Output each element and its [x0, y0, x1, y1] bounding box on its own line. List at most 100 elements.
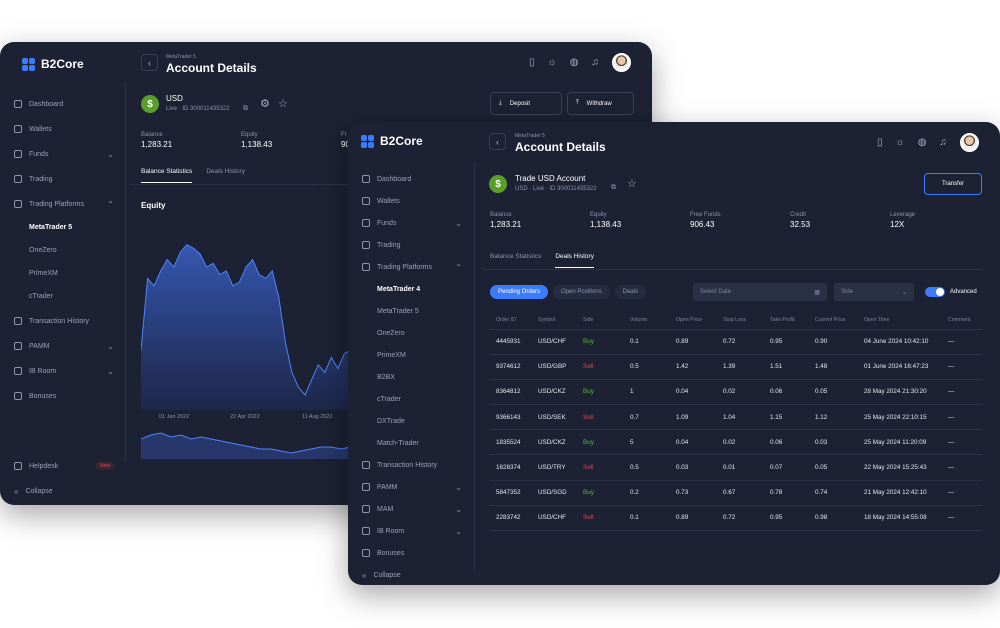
copy-icon[interactable]: ⧉ — [611, 184, 616, 191]
table-cell: 8364812 — [490, 379, 532, 406]
table-row[interactable]: 2283742 USD/CHF Sell 0.1 0.89 0.72 0.95 0.98 18 … — [490, 505, 982, 532]
brand-logo[interactable]: B2Core — [361, 134, 423, 148]
side-select[interactable]: Side ⌄ — [834, 283, 914, 301]
sun-icon[interactable]: ☼ — [895, 137, 905, 148]
column-header[interactable]: Open Time — [858, 312, 942, 330]
sidebar-item-metatrader-5[interactable]: MetaTrader 5 — [14, 216, 114, 238]
deposit-button[interactable]: ⤓ Deposit — [490, 92, 562, 115]
table-row[interactable]: 8364812 USD/CKZ Buy 1 0.04 0.02 0.06 0.05 28 May… — [490, 379, 982, 406]
table-cell: 04 June 2024 10:42:10 — [858, 329, 942, 355]
sidebar-item-bonuses[interactable]: Bonuses — [362, 542, 462, 564]
sidebar-item-ib-room[interactable]: IB Room ⌄ — [14, 360, 114, 382]
gear-icon[interactable]: ⚙ — [260, 98, 270, 110]
column-header[interactable]: Symbol — [532, 312, 577, 330]
sidebar-item-onezero[interactable]: OneZero — [362, 322, 462, 344]
sidebar-item-pamm[interactable]: PAMM ⌄ — [362, 476, 462, 498]
sidebar-item-pamm[interactable]: PAMM ⌄ — [14, 335, 114, 357]
sidebar-item-onezero[interactable]: OneZero — [14, 239, 114, 261]
brand-logo[interactable]: B2Core — [22, 57, 84, 71]
star-outline-icon[interactable]: ☆ — [278, 98, 288, 110]
sidebar-item-transaction-history[interactable]: Transaction History — [362, 454, 462, 476]
sidebar-item-bonuses[interactable]: Bonuses — [14, 385, 114, 407]
bell-icon[interactable]: ♫ — [591, 57, 599, 68]
sidebar-item-funds[interactable]: Funds ⌄ — [362, 212, 462, 234]
sidebar-item-trading-platforms[interactable]: Trading Platforms ⌃ — [362, 256, 462, 278]
stat-label: Credit — [790, 212, 807, 218]
withdraw-button[interactable]: ⤒ Withdraw — [567, 92, 634, 115]
star-outline-icon[interactable]: ☆ — [627, 178, 637, 190]
sidebar-item-label: MetaTrader 5 — [29, 223, 73, 231]
column-header[interactable]: Take Profit — [764, 312, 809, 330]
column-header[interactable]: Stop Loss — [717, 312, 764, 330]
sidebar-item-trading[interactable]: Trading — [362, 234, 462, 256]
table-cell: 0.04 — [670, 429, 717, 456]
sidebar-item-collapse[interactable]: « Collapse — [14, 480, 114, 502]
table-row[interactable]: 1835524 USD/CKZ Buy 5 0.04 0.02 0.06 0.03 25 May… — [490, 429, 982, 456]
table-row[interactable]: 9374612 USD/GBP Sell 0.5 1.42 1.39 1.51 1.48 01 … — [490, 354, 982, 380]
document-icon[interactable]: ▯ — [877, 137, 883, 148]
sidebar-item-ctrader[interactable]: cTrader — [362, 388, 462, 410]
sidebar-item-primexm[interactable]: PrimeXM — [362, 344, 462, 366]
table-cell: 1.51 — [764, 354, 809, 380]
bell-icon[interactable]: ♫ — [939, 137, 947, 148]
tab-deals-history[interactable]: Deals History — [555, 253, 594, 268]
column-header[interactable]: Order ID — [490, 312, 532, 330]
sidebar-item-dxtrade[interactable]: DXTrade — [362, 410, 462, 432]
sidebar-item-dashboard[interactable]: Dashboard — [14, 93, 114, 115]
sidebar-item-mam[interactable]: MAM ⌄ — [362, 498, 462, 520]
copy-icon[interactable]: ⧉ — [243, 105, 248, 112]
sidebar-item-wallets[interactable]: Wallets — [362, 190, 462, 212]
back-button[interactable]: ‹ — [489, 133, 506, 150]
table-cell: — — [942, 379, 982, 406]
globe-icon[interactable]: ◍ — [569, 57, 579, 68]
table-cell: 0.95 — [764, 329, 809, 355]
sidebar-item-transaction-history[interactable]: Transaction History — [14, 310, 114, 332]
sidebar-item-metatrader-5[interactable]: MetaTrader 5 — [362, 300, 462, 322]
sidebar: Dashboard Wallets Funds ⌄ Trading Trading… — [14, 93, 114, 407]
filter-open-positions[interactable]: Open Positions — [553, 285, 610, 299]
sidebar-item-helpdesk[interactable]: Helpdesk New — [14, 455, 114, 477]
sidebar-item-match-trader[interactable]: Match-Trader — [362, 432, 462, 454]
sidebar-item-dashboard[interactable]: Dashboard — [362, 168, 462, 190]
back-button[interactable]: ‹ — [141, 54, 158, 71]
sidebar-item-ib-room[interactable]: IB Room ⌄ — [362, 520, 462, 542]
sidebar-item-trading-platforms[interactable]: Trading Platforms ⌃ — [14, 193, 114, 215]
sidebar-item-primexm[interactable]: PrimeXM — [14, 262, 114, 284]
sidebar-item-collapse[interactable]: « Collapse — [362, 564, 462, 585]
table-row[interactable]: 9366143 USD/SEK Sell 0.7 1.09 1.04 1.15 1.12 25 … — [490, 404, 982, 431]
tab-balance-statistics[interactable]: Balance Statistics — [141, 168, 193, 183]
table-row[interactable]: 5847352 USD/SGD Buy 0.2 0.73 0.67 0.78 0.74 21 M… — [490, 480, 982, 506]
date-picker[interactable]: Select Date ▦ — [693, 283, 827, 301]
sidebar-item-trading[interactable]: Trading — [14, 168, 114, 190]
sidebar-item-b2bx[interactable]: B2BX — [362, 366, 462, 388]
table-row[interactable]: 1628374 USD/TRY Sell 0.5 0.03 0.01 0.07 0.05 22 … — [490, 454, 982, 481]
filter-pending-orders[interactable]: Pending Orders — [490, 285, 549, 299]
sidebar-item-funds[interactable]: Funds ⌄ — [14, 143, 114, 165]
column-header[interactable]: Comment — [942, 312, 982, 330]
stat-value: 1,283.21 — [141, 140, 173, 149]
account-info: USD Live · ID 300011435322 — [166, 94, 230, 112]
sidebar-item-ctrader[interactable]: cTrader — [14, 285, 114, 307]
column-header[interactable]: Volume — [624, 312, 670, 330]
avatar[interactable] — [611, 53, 631, 72]
transfer-button[interactable]: Transfer — [924, 173, 982, 195]
globe-icon[interactable]: ◍ — [917, 137, 927, 148]
table-row[interactable]: 4445931 USD/CHF Buy 0.1 0.89 0.72 0.95 0.90 04 J… — [490, 329, 982, 355]
stat-value: 1,283.21 — [490, 220, 522, 229]
column-header[interactable]: Current Price — [809, 312, 858, 330]
transfer-icon — [362, 219, 370, 227]
sidebar-item-metatrader-4[interactable]: MetaTrader 4 — [362, 278, 462, 300]
withdraw-label: Withdraw — [586, 100, 612, 107]
avatar[interactable] — [959, 133, 979, 152]
column-header[interactable]: Open Price — [670, 312, 717, 330]
sun-icon[interactable]: ☼ — [547, 57, 557, 68]
overview-chart[interactable] — [141, 427, 351, 459]
document-icon[interactable]: ▯ — [529, 57, 535, 68]
column-header[interactable]: Side — [577, 312, 624, 330]
stat-credit: Credit 32.53 — [790, 212, 810, 229]
advanced-toggle[interactable] — [925, 287, 945, 297]
filter-deals[interactable]: Deals — [614, 285, 647, 299]
sidebar-item-wallets[interactable]: Wallets — [14, 118, 114, 140]
tab-deals-history[interactable]: Deals History — [206, 168, 245, 175]
tab-balance-statistics[interactable]: Balance Statistics — [490, 253, 542, 260]
